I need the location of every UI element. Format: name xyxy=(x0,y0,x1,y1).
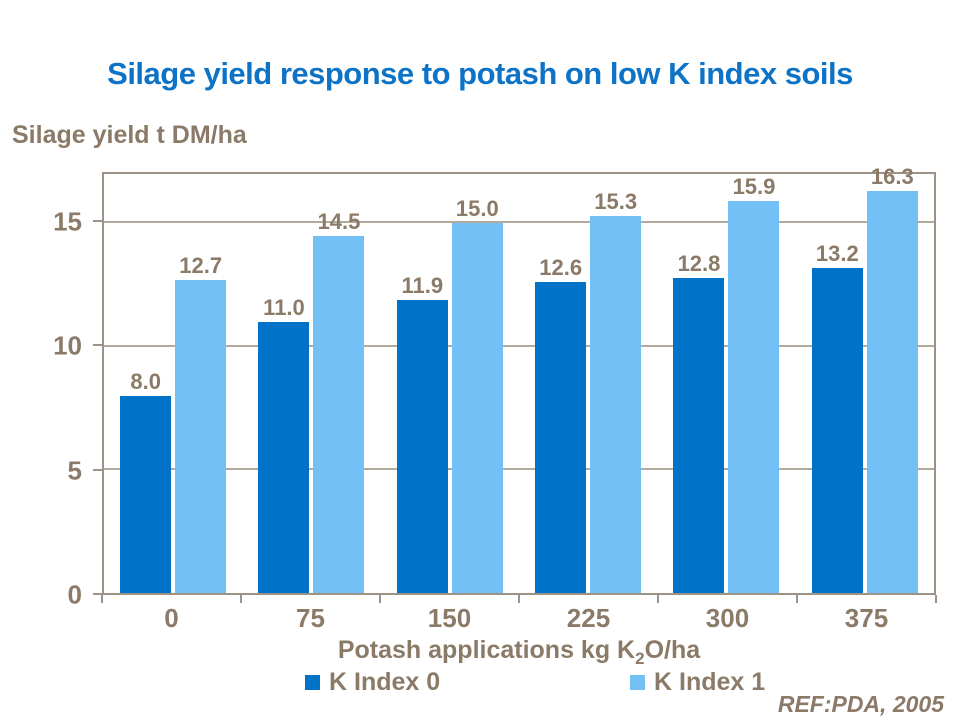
x-axis-title-subscript: 2 xyxy=(635,649,645,668)
bar-group: 11.0 14.5 xyxy=(242,174,380,593)
value-label: 8.0 xyxy=(130,368,161,394)
x-tick-mark xyxy=(518,595,520,603)
gridline xyxy=(104,344,934,347)
legend-swatch xyxy=(630,675,645,690)
bar-group: 8.0 12.7 xyxy=(104,174,242,593)
x-axis-title-unit: O/ha xyxy=(644,636,701,664)
x-tick-mark xyxy=(796,595,798,603)
x-category-label: 300 xyxy=(705,603,750,633)
bar-group: 13.2 16.3 xyxy=(796,165,934,593)
gridline xyxy=(104,467,934,470)
bar-k-index-1: 15.9 xyxy=(728,175,780,593)
chart-title: Silage yield response to potash on low K… xyxy=(107,56,853,91)
x-tick-mark xyxy=(935,595,937,603)
x-axis-tick-marks xyxy=(101,595,937,603)
value-label: 12.7 xyxy=(179,252,223,278)
bar-k-index-1: 12.7 xyxy=(175,254,227,593)
reference-text: REF:PDA, 2005 xyxy=(777,691,944,717)
legend-label: K Index 1 xyxy=(654,668,766,696)
x-tick-mark xyxy=(239,595,242,603)
bar-k-index-0: 11.0 xyxy=(258,296,310,593)
bar-k-index-1: 15.0 xyxy=(451,197,503,593)
bar-k-index-0: 13.2 xyxy=(811,242,863,593)
y-tick-label: 0 xyxy=(67,579,82,610)
bar-k-index-1: 16.3 xyxy=(866,165,918,593)
bar-group: 12.6 15.3 xyxy=(519,174,657,593)
x-tick-mark xyxy=(101,595,103,603)
y-tick-label: 5 xyxy=(67,455,82,486)
legend-item: K Index 0 xyxy=(305,668,440,697)
y-axis-label: Silage yield t DM/ha xyxy=(12,121,247,149)
x-axis-title: Potash applications kg K2O/ha xyxy=(102,636,936,669)
legend-item: K Index 1 xyxy=(630,668,765,697)
bar-group: 11.9 15.0 xyxy=(381,174,519,593)
bar-k-index-0: 12.8 xyxy=(673,251,725,593)
value-label: 11.0 xyxy=(263,294,305,320)
y-tick-mark xyxy=(93,593,102,595)
x-axis-title-text: Potash applications kg K xyxy=(337,636,636,664)
x-category-label: 225 xyxy=(566,603,611,633)
bar-k-index-1: 15.3 xyxy=(590,190,642,593)
value-label: 12.6 xyxy=(539,255,583,281)
value-label: 14.5 xyxy=(317,208,361,234)
value-label: 15.9 xyxy=(732,174,776,200)
x-axis-category-labels: 0 75 150 225 300 375 xyxy=(102,603,936,634)
value-label: 13.2 xyxy=(815,240,859,266)
x-category-label: 375 xyxy=(844,603,889,633)
value-label: 16.3 xyxy=(870,164,914,190)
bar-k-index-1: 14.5 xyxy=(313,210,365,593)
y-tick-mark xyxy=(93,344,102,347)
plot-area: 8.0 12.7 11.0 14.5 11.9 15.0 12.6 15.3 12.8 15.9 1… xyxy=(102,165,936,595)
x-category-label: 0 xyxy=(164,603,179,633)
y-tick-label: 15 xyxy=(53,206,82,237)
legend-label: K Index 0 xyxy=(329,668,441,696)
x-tick-mark xyxy=(656,595,659,603)
y-axis: 0 5 10 15 xyxy=(0,172,102,610)
y-tick-mark xyxy=(93,219,102,222)
y-tick-label: 10 xyxy=(53,330,82,361)
gridline xyxy=(104,221,934,224)
bar-k-index-0: 11.9 xyxy=(396,274,448,593)
value-label: 15.0 xyxy=(455,196,499,222)
x-tick-mark xyxy=(378,595,381,603)
x-category-label: 150 xyxy=(427,603,472,633)
value-label: 11.9 xyxy=(401,272,444,298)
value-label: 12.8 xyxy=(677,250,721,276)
bar-group: 12.8 15.9 xyxy=(657,174,795,593)
bar-k-index-0: 12.6 xyxy=(535,256,587,593)
value-label: 15.3 xyxy=(594,188,638,214)
y-tick-mark xyxy=(93,468,102,471)
x-category-label: 75 xyxy=(296,603,325,633)
legend-swatch xyxy=(305,675,320,690)
bar-k-index-0: 8.0 xyxy=(120,370,172,593)
